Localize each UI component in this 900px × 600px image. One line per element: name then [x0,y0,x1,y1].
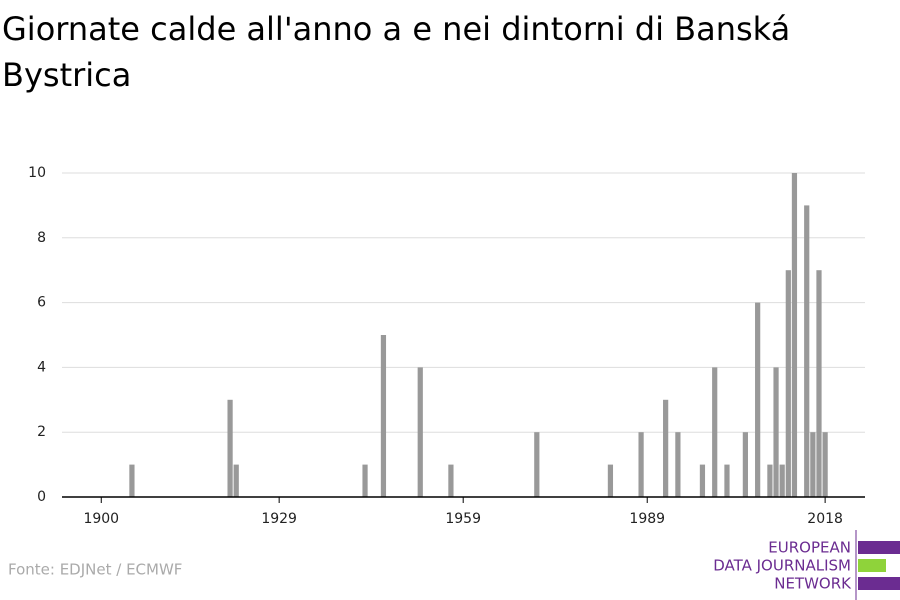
bar [712,367,718,497]
x-tick-label: 2018 [807,511,843,527]
source: Fonte: EDJNet / ECMWF [8,561,182,579]
bar [607,464,614,497]
logo-bar [858,541,900,554]
bar [791,173,798,497]
bar [742,432,748,497]
bar [448,464,454,497]
bar [675,432,681,497]
bar [810,432,816,497]
logo-bar [858,559,886,572]
bar [804,205,810,497]
bar [417,367,423,497]
x-tick-label: 1929 [261,511,297,527]
bar [779,464,785,497]
y-tick-label: 0 [37,489,46,505]
bar [767,464,773,497]
bar [699,464,706,497]
chart-title: Giornate calde all'anno a e nei dintorni… [2,10,791,94]
y-tick-label: 6 [37,295,46,311]
bar [638,432,644,497]
logo-text: EUROPEAN [768,539,851,557]
logo-text: NETWORK [774,575,852,593]
y-tick-label: 4 [37,359,46,375]
y-tick-label: 10 [28,165,46,181]
bar [773,367,779,497]
bar [129,464,135,497]
bar [785,270,791,497]
y-tick-label: 8 [37,230,46,246]
x-tick-label: 1989 [629,511,665,527]
bar [816,270,822,497]
logo-bar [858,577,900,590]
bar [724,464,730,497]
bar [227,399,233,497]
bar [534,432,540,497]
x-tick-label: 1900 [83,511,119,527]
bar [822,432,828,497]
bar [362,464,368,497]
x-tick-label: 1959 [445,511,481,527]
bar [380,335,387,497]
logo-text: DATA JOURNALISM [713,557,851,575]
y-tick-label: 2 [37,424,46,440]
bar [755,302,761,497]
bar [233,464,239,497]
bar [663,399,669,497]
